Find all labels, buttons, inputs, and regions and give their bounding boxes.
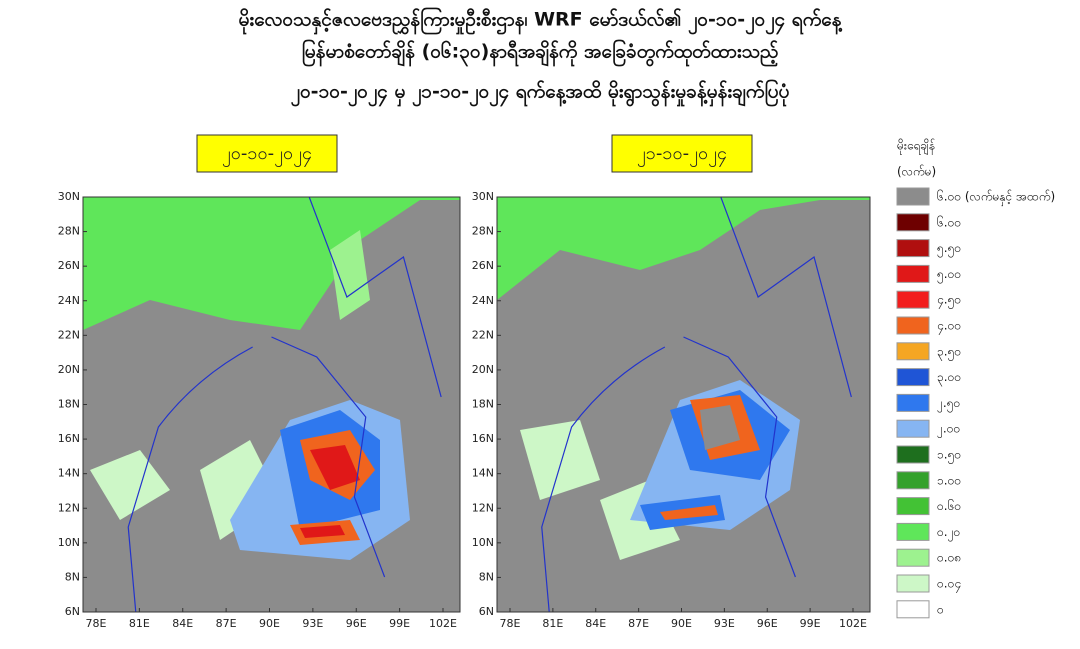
lat-tick-label: 22N	[58, 328, 80, 341]
legend-swatch	[896, 316, 930, 335]
map-shapes	[83, 200, 460, 612]
legend-swatch	[896, 239, 930, 258]
lon-tick-label: 99E	[800, 617, 821, 630]
legend-label: ၃.၅၀	[937, 344, 961, 361]
lon-tick-label: 93E	[714, 617, 735, 630]
lat-tick-label: 20N	[58, 363, 80, 376]
lat-tick-label: 28N	[58, 225, 80, 238]
legend-label: ၆.၀၀ (လက်မနှင့် အထက်)	[937, 189, 1055, 207]
legend-swatch	[896, 368, 930, 387]
lon-tick-label: 87E	[216, 617, 237, 630]
map-shapes	[497, 200, 870, 612]
panel-date: ၂၀-၁၀-၂၀၂၄	[222, 143, 312, 167]
lat-tick-label: 16N	[472, 432, 494, 445]
lat-tick-label: 18N	[472, 398, 494, 411]
lon-tick-label: 99E	[389, 617, 410, 630]
legend-label: ၄.၅၀	[937, 293, 961, 310]
lat-tick-label: 28N	[472, 225, 494, 238]
lon-tick-label: 84E	[172, 617, 193, 630]
lon-tick-label: 84E	[585, 617, 606, 630]
lat-tick-label: 14N	[472, 467, 494, 480]
lon-tick-label: 87E	[628, 617, 649, 630]
legend-swatch	[896, 187, 930, 206]
lon-tick-label: 93E	[302, 617, 323, 630]
legend-label: ၁.၅၀	[937, 448, 961, 465]
lat-tick-label: 30N	[58, 190, 80, 203]
lat-tick-label: 6N	[479, 605, 494, 618]
legend-label: ၅.၀၀	[937, 267, 961, 284]
lat-tick-label: 24N	[472, 294, 494, 307]
rain-area	[700, 405, 740, 450]
legend-label: ၅.၅၀	[937, 241, 961, 258]
legend-swatch	[896, 342, 930, 361]
coastline	[127, 196, 442, 613]
lon-tick-label: 81E	[542, 617, 563, 630]
lat-tick-label: 10N	[472, 536, 494, 549]
legend-label: ၀.၀၄	[937, 577, 961, 594]
panel-date: ၂၁-၁၀-၂၀၂၄	[637, 143, 727, 167]
lat-tick-label: 8N	[65, 570, 80, 583]
lat-tick-label: 8N	[479, 570, 494, 583]
lon-tick-label: 102E	[429, 617, 457, 630]
legend-swatch	[896, 445, 930, 464]
lat-tick-label: 12N	[472, 501, 494, 514]
legend-title: မိုးရေချိန်	[897, 138, 935, 156]
lat-tick-label: 24N	[58, 294, 80, 307]
lat-tick-label: 14N	[58, 467, 80, 480]
legend-label: ၃.၀၀	[937, 370, 961, 387]
lat-tick-label: 18N	[58, 398, 80, 411]
lon-tick-label: 90E	[671, 617, 692, 630]
legend-label: ၂.၀၀	[937, 422, 960, 439]
legend-swatch	[896, 393, 930, 412]
lat-tick-label: 22N	[472, 328, 494, 341]
rain-area	[300, 525, 345, 538]
lon-tick-label: 78E	[500, 617, 521, 630]
lon-tick-label: 81E	[129, 617, 150, 630]
legend-label: ၂.၅၀	[937, 396, 960, 413]
rain-area	[330, 230, 370, 320]
date-box	[611, 134, 753, 173]
legend-unit: (လက်မ)	[897, 164, 936, 179]
legend-swatch	[896, 290, 930, 309]
lat-tick-label: 6N	[65, 605, 80, 618]
legend-label: ၀.၆၀	[937, 498, 961, 513]
legend-swatch	[896, 419, 930, 438]
legend-swatch	[896, 574, 930, 593]
lon-tick-label: 96E	[757, 617, 778, 630]
legend-label: ၁.၀၀	[937, 473, 961, 487]
rain-area	[660, 505, 718, 520]
legend-label: ၀	[937, 602, 944, 616]
lon-tick-label: 90E	[259, 617, 280, 630]
legend-swatch	[896, 522, 930, 541]
legend-label: ၄.၀၀	[937, 319, 961, 336]
rain-area	[310, 445, 360, 490]
lat-tick-label: 30N	[472, 190, 494, 203]
legend-swatch	[896, 497, 930, 516]
date-box	[196, 134, 338, 173]
lat-tick-label: 12N	[58, 501, 80, 514]
rain-area	[200, 440, 280, 540]
lat-tick-label: 10N	[58, 536, 80, 549]
coastline	[541, 196, 852, 613]
legend-swatch	[896, 213, 930, 232]
rain-area	[520, 420, 600, 500]
rain-area	[90, 450, 170, 520]
lat-tick-label: 20N	[472, 363, 494, 376]
lat-tick-label: 26N	[472, 259, 494, 272]
lat-tick-label: 16N	[58, 432, 80, 445]
lon-tick-label: 96E	[346, 617, 367, 630]
legend-swatch	[896, 264, 930, 283]
lon-tick-label: 78E	[86, 617, 107, 630]
legend-label: ၀.၀၈	[937, 551, 961, 565]
legend-swatch	[896, 471, 930, 490]
legend-swatch	[896, 548, 930, 567]
legend-label: ၆.၀၀	[937, 214, 961, 229]
lat-tick-label: 26N	[58, 259, 80, 272]
legend-swatch	[896, 600, 930, 619]
legend-label: ၀.၂၀	[937, 525, 960, 542]
lon-tick-label: 102E	[839, 617, 867, 630]
